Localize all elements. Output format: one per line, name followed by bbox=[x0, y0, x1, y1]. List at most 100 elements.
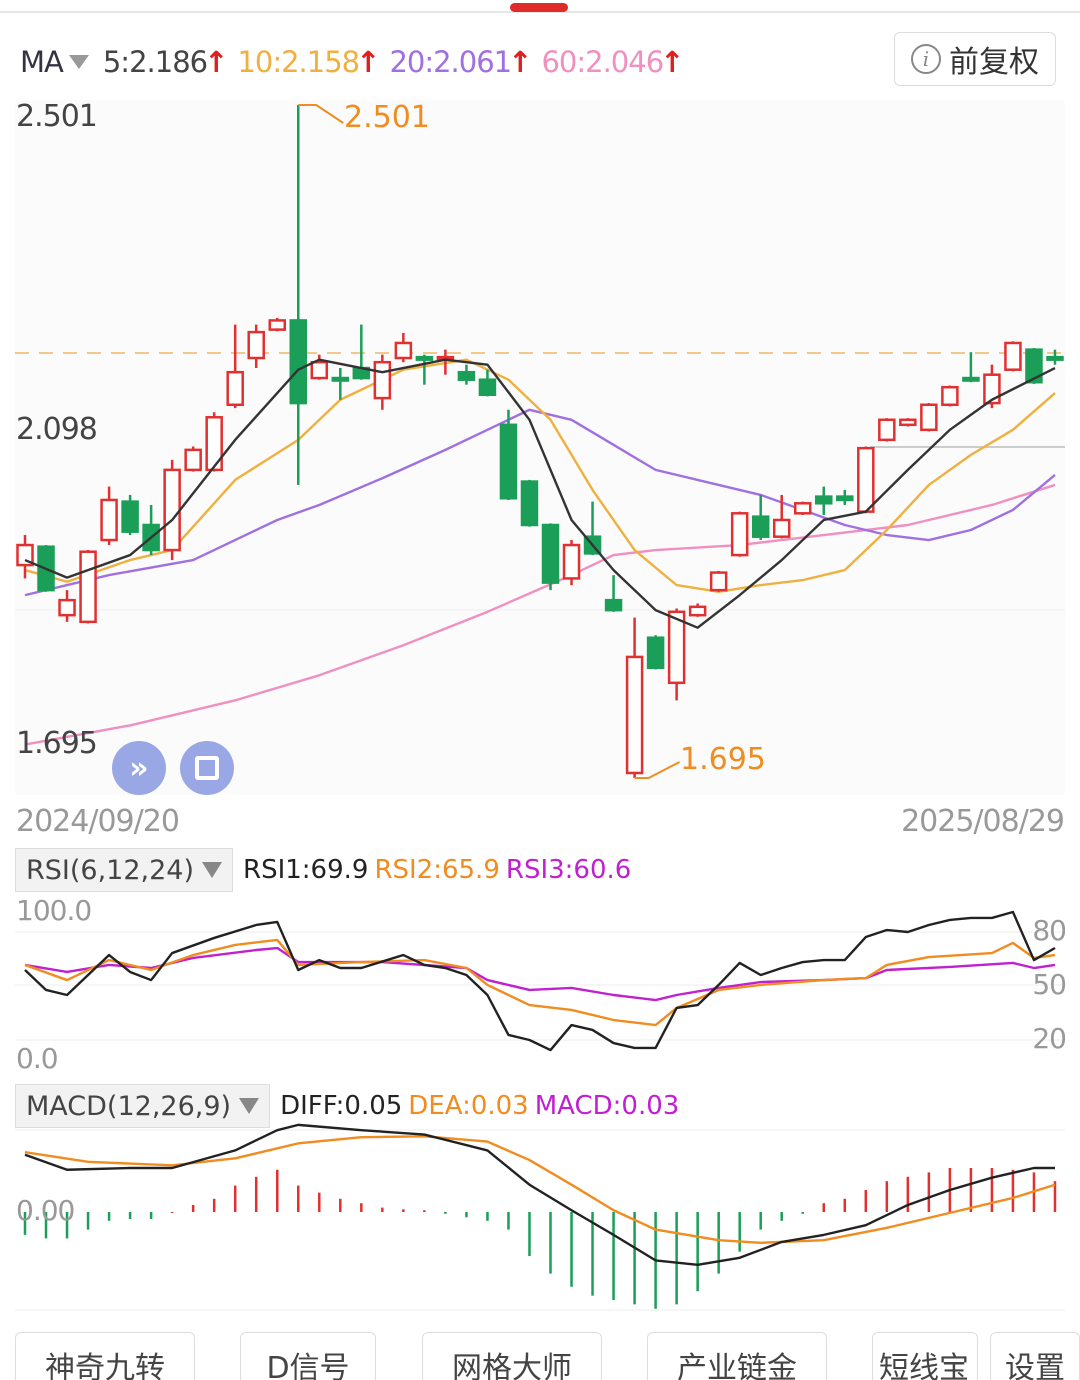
ma20-line bbox=[24, 408, 1056, 597]
tool-button-d-signal[interactable]: D信号 bbox=[240, 1332, 376, 1380]
candle-up bbox=[163, 468, 181, 552]
low-annotation: 1.695 bbox=[680, 742, 766, 777]
candle-up bbox=[793, 502, 812, 515]
arrow-up-icon: ↑ bbox=[204, 45, 228, 79]
high-callout-line bbox=[298, 104, 344, 124]
candle-down bbox=[520, 480, 539, 527]
candle-up bbox=[310, 360, 329, 380]
candle-up bbox=[857, 446, 875, 513]
collapse-button[interactable]: » bbox=[112, 741, 166, 795]
arrow-up-icon: ↑ bbox=[356, 45, 380, 79]
expand-icon bbox=[195, 756, 219, 780]
rsi-axis-bottom: 0.0 bbox=[16, 1042, 59, 1075]
adjust-button[interactable]: i 前复权 bbox=[894, 32, 1056, 86]
info-icon: i bbox=[911, 44, 941, 74]
candle-down bbox=[815, 495, 833, 505]
candle-up bbox=[562, 543, 581, 580]
candle-down bbox=[499, 423, 518, 500]
candle-up bbox=[899, 418, 917, 427]
candle-up bbox=[878, 418, 896, 442]
ma60-line bbox=[24, 483, 1056, 746]
candle-up bbox=[730, 512, 749, 557]
diff-value: DIFF:0.05 bbox=[280, 1091, 403, 1121]
rsi-axis-top: 100.0 bbox=[16, 894, 92, 927]
rsi-level-80: 80 bbox=[1032, 914, 1067, 947]
arrow-up-icon: ↑ bbox=[660, 45, 684, 79]
price-axis-bottom: 1.695 bbox=[16, 726, 98, 761]
macd-zero-label: 0.00 bbox=[16, 1194, 75, 1227]
ma10-value: 10:2.158 bbox=[237, 45, 360, 79]
top-divider bbox=[0, 11, 1080, 13]
candle-down bbox=[646, 636, 665, 670]
start-date: 2024/09/20 bbox=[16, 804, 180, 839]
candle-down bbox=[1046, 355, 1064, 361]
macd-header: MACD(12,26,9) DIFF:0.05 DEA:0.03 MACD:0.… bbox=[15, 1084, 679, 1128]
ma20-value: 20:2.061 bbox=[389, 45, 512, 79]
rsi-header: RSI(6,12,24) RSI1:69.9 RSI2:65.9 RSI3:60… bbox=[15, 848, 631, 892]
adjust-label: 前复权 bbox=[949, 45, 1039, 80]
rsi-level-20: 20 bbox=[1032, 1022, 1067, 1055]
candle-up bbox=[920, 403, 938, 432]
candle-down bbox=[962, 376, 980, 382]
rsi-selector-label: RSI(6,12,24) bbox=[26, 854, 194, 886]
rsi3-line bbox=[24, 946, 1056, 1002]
candle-down bbox=[751, 515, 770, 538]
dropdown-icon bbox=[202, 862, 222, 878]
rsi2-value: RSI2:65.9 bbox=[374, 855, 500, 885]
rsi2-line bbox=[24, 938, 1056, 1027]
candle-down bbox=[1025, 348, 1043, 384]
dea-line bbox=[24, 1135, 1056, 1245]
candle-down bbox=[331, 376, 350, 382]
ma5-line bbox=[24, 358, 1056, 629]
candle-down bbox=[457, 370, 476, 381]
dropdown-icon bbox=[239, 1098, 260, 1114]
candle-up bbox=[247, 330, 265, 360]
tool-button-settings[interactable]: 设置 bbox=[990, 1332, 1080, 1380]
double-chevron-right-icon: » bbox=[129, 750, 149, 786]
candle-up bbox=[373, 360, 392, 400]
candle-up bbox=[268, 319, 286, 331]
candle-up bbox=[394, 341, 413, 360]
rsi3-value: RSI3:60.6 bbox=[505, 855, 632, 885]
ma10-line bbox=[24, 358, 1056, 593]
price-axis-mid: 2.098 bbox=[16, 412, 98, 447]
candle-up bbox=[688, 605, 707, 617]
candle-down bbox=[478, 378, 497, 396]
candle-down bbox=[121, 500, 139, 533]
rsi-selector[interactable]: RSI(6,12,24) bbox=[15, 848, 233, 892]
tool-button-jiuzhuan[interactable]: 神奇九转 bbox=[15, 1332, 195, 1380]
low-callout-line bbox=[634, 761, 681, 779]
tool-button-short-term[interactable]: 短线宝 bbox=[872, 1332, 978, 1380]
fullscreen-button[interactable] bbox=[180, 741, 234, 795]
ma60-value: 60:2.046 bbox=[541, 45, 664, 79]
kline-chart[interactable] bbox=[0, 0, 1080, 1320]
tool-button-industry-chain[interactable]: 产业链金 bbox=[647, 1332, 827, 1380]
macd-selector[interactable]: MACD(12,26,9) bbox=[15, 1084, 271, 1128]
ma-dropdown-icon[interactable] bbox=[68, 55, 89, 69]
candle-up bbox=[16, 543, 34, 567]
ma5-value: 5:2.186 bbox=[102, 45, 208, 79]
rsi1-value: RSI1:69.9 bbox=[243, 855, 369, 885]
ma-legend: MA 5:2.186 ↑ 10:2.158 ↑ 20:2.061 ↑ 60:2.046… bbox=[20, 42, 689, 82]
end-date: 2025/08/29 bbox=[901, 804, 1065, 839]
candle-down bbox=[604, 598, 623, 612]
candle-up bbox=[205, 416, 223, 472]
candle-up bbox=[226, 370, 244, 407]
macd-value: MACD:0.03 bbox=[534, 1091, 680, 1121]
candle-down bbox=[415, 355, 434, 361]
candle-down bbox=[836, 495, 854, 502]
candle-up bbox=[983, 373, 1001, 405]
candle-up bbox=[667, 610, 686, 685]
candle-up bbox=[1004, 341, 1022, 371]
candle-down bbox=[541, 523, 560, 584]
candle-up bbox=[79, 550, 97, 624]
rsi-level-50: 50 bbox=[1032, 968, 1067, 1001]
rsi1-line bbox=[24, 910, 1056, 1052]
candle-up bbox=[941, 385, 959, 407]
drag-handle[interactable] bbox=[510, 3, 568, 12]
candle-up bbox=[58, 598, 76, 617]
candle-up bbox=[625, 655, 644, 775]
ma-selector[interactable]: MA bbox=[20, 45, 64, 79]
candle-up bbox=[184, 448, 202, 472]
tool-button-grid-master[interactable]: 网格大师 bbox=[422, 1332, 602, 1380]
